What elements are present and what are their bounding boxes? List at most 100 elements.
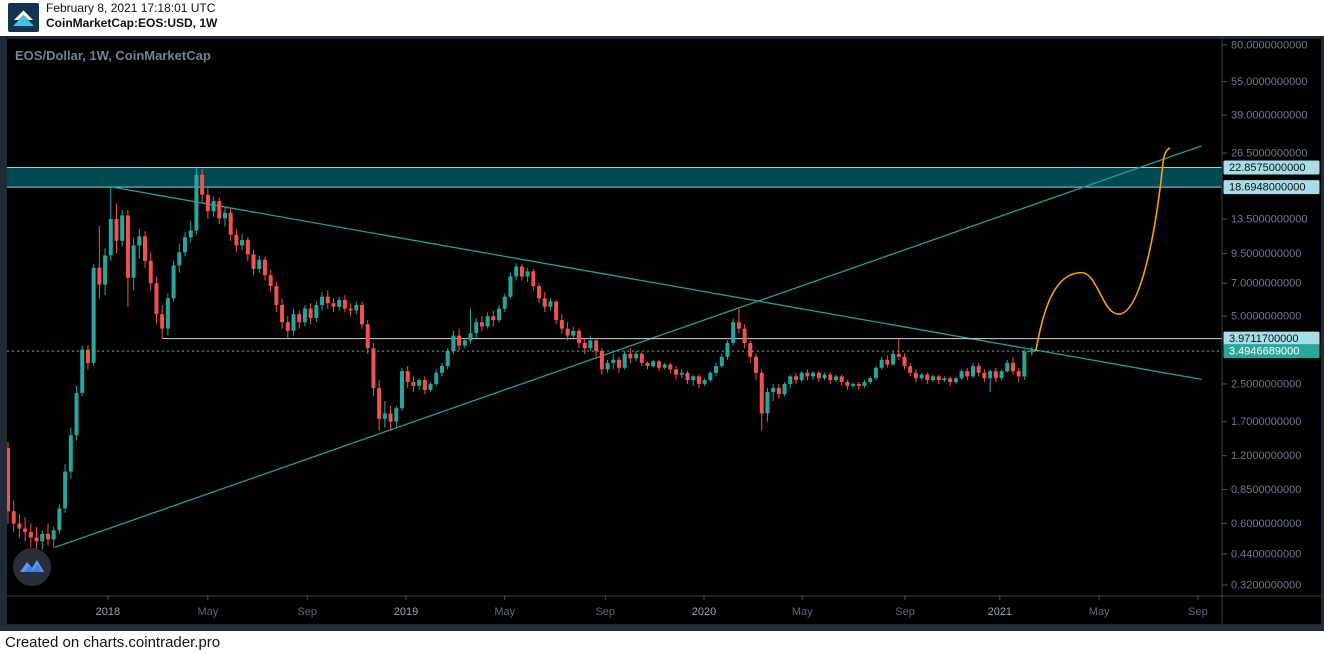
candle-body: [131, 245, 136, 278]
candle-body: [28, 532, 33, 538]
candle-body: [360, 305, 365, 325]
candle-body: [394, 408, 399, 422]
time-tick-label: Sep: [595, 606, 615, 618]
price-label-text: 22.8575000000: [1229, 162, 1305, 174]
candle-body: [331, 303, 336, 307]
candle-body: [902, 356, 907, 367]
candle-body: [188, 230, 193, 238]
candle-body: [725, 342, 730, 357]
time-axis[interactable]: 2018 May Sep 2019 May Sep 2020 May Sep 2021 May Sep: [96, 596, 1208, 618]
candle-body: [782, 383, 787, 395]
candle-body: [982, 372, 987, 379]
time-tick-label: Sep: [297, 606, 317, 618]
ascending-trendline[interactable]: [54, 145, 1202, 549]
candle-body: [11, 511, 16, 524]
candle-body: [908, 366, 913, 373]
candle-body: [97, 267, 102, 285]
candle-body: [17, 523, 22, 529]
candle-body: [348, 308, 353, 311]
zone-price-label: 22.8575000000: [1223, 160, 1320, 175]
candle-body: [913, 372, 918, 379]
price-label-text: 3.9711700000: [1229, 333, 1299, 345]
candle-body: [428, 383, 433, 390]
candle-body: [811, 372, 816, 377]
candle-body: [205, 194, 210, 212]
candle-body: [919, 374, 924, 379]
candle-body: [519, 266, 524, 277]
price-axis[interactable]: 80.0000000000 55.0000000000 39.0000000000 2…: [1222, 39, 1320, 592]
candle-body: [462, 340, 467, 346]
candle-body: [497, 308, 502, 321]
candle-body: [365, 324, 370, 349]
candle-body: [417, 380, 422, 386]
supply-zone-fill: [7, 167, 1222, 188]
candle-body: [525, 271, 530, 277]
candle-body: [571, 330, 576, 336]
price-label-bg: [1223, 331, 1320, 346]
price-tick-label: 2.5000000000: [1231, 378, 1301, 390]
candle-body: [200, 174, 205, 195]
candle-body: [674, 369, 679, 375]
watermark-logo[interactable]: [12, 547, 52, 587]
candle-body: [668, 364, 673, 370]
projection-curve[interactable]: [1035, 147, 1171, 352]
candle-body: [868, 378, 873, 382]
candle-body: [970, 366, 975, 377]
candle-body: [622, 353, 627, 368]
candle-body: [537, 286, 542, 299]
candle-body: [628, 353, 633, 359]
candles-series: [7, 167, 1027, 554]
candle-body: [748, 342, 753, 357]
candle-body: [7, 447, 10, 512]
candle-body: [1010, 362, 1015, 372]
candle-body: [308, 308, 313, 319]
candle-body: [108, 218, 113, 256]
time-tick-label: 2020: [692, 606, 716, 618]
candle-body: [240, 239, 245, 246]
descending-trendline[interactable]: [112, 186, 1202, 380]
zone-price-label: 3.9711700000: [1223, 331, 1320, 346]
candle-body: [337, 299, 342, 307]
candle-body: [873, 367, 878, 379]
candle-body: [931, 376, 936, 381]
candle-body: [879, 359, 884, 368]
chart-background: [7, 39, 1321, 624]
candle-body: [91, 267, 96, 363]
time-tick-label: May: [1089, 606, 1110, 618]
candle-body: [976, 366, 981, 373]
candle-body: [754, 356, 759, 373]
price-tick-label: 0.8500000000: [1231, 484, 1301, 496]
candle-body: [742, 328, 747, 343]
supply-zone-drawing[interactable]: [7, 166, 1222, 188]
candle-body: [896, 353, 901, 357]
price-tick-label: 55.0000000000: [1231, 76, 1307, 88]
candle-body: [765, 392, 770, 414]
candle-body: [314, 305, 319, 319]
candle-body: [959, 371, 964, 379]
snapshot-timestamp: February 8, 2021 17:18:01 UTC: [46, 1, 216, 15]
candle-body: [291, 314, 296, 331]
candle-body: [1022, 351, 1027, 377]
candle-body: [862, 381, 867, 386]
candle-body: [616, 359, 621, 368]
candle-body: [679, 372, 684, 375]
candle-body: [542, 298, 547, 307]
time-tick-label: Sep: [1188, 606, 1208, 618]
cointrader-logo-icon: [8, 3, 39, 32]
candle-body: [708, 372, 713, 381]
candle-body: [839, 376, 844, 382]
candle-body: [262, 259, 267, 276]
candle-body: [274, 286, 279, 306]
candle-body: [234, 234, 239, 246]
candle-body: [245, 239, 250, 255]
candle-body: [377, 387, 382, 419]
candle-body: [154, 283, 159, 315]
price-chart-canvas[interactable]: 80.0000000000 55.0000000000 39.0000000000 2…: [7, 39, 1321, 624]
candle-body: [222, 212, 227, 219]
last-price-marker: [1027, 347, 1036, 356]
candle-body: [325, 296, 330, 304]
candle-body: [788, 376, 793, 384]
candle-body: [656, 361, 661, 368]
price-label-bg: [1223, 180, 1320, 195]
candle-body: [120, 215, 125, 241]
